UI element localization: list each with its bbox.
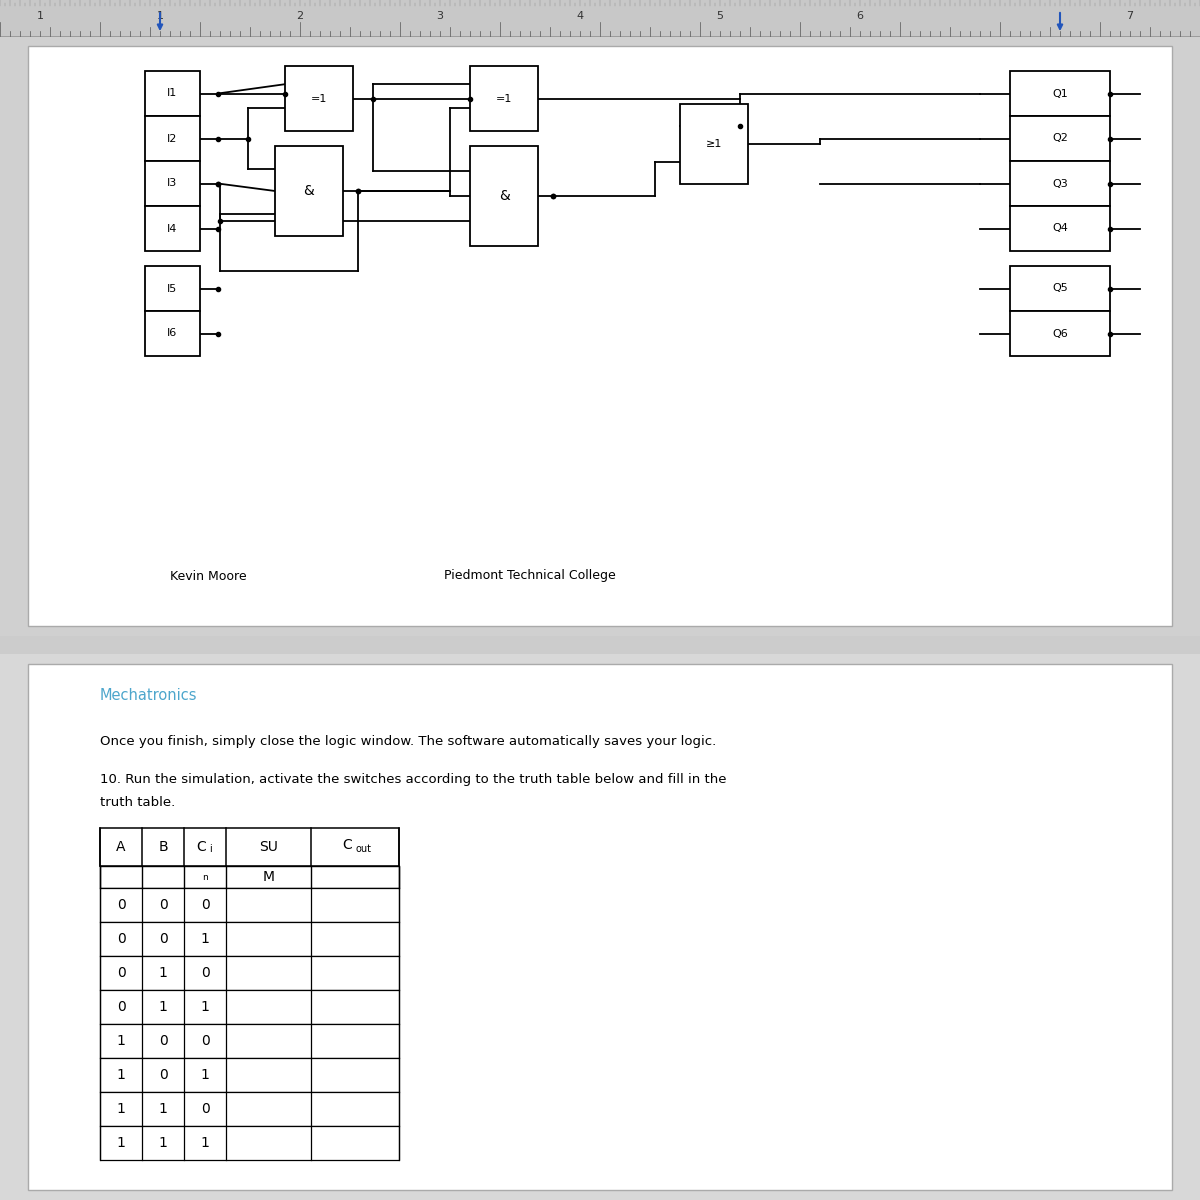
Bar [100, 956, 398, 990]
Bar [100, 1126, 398, 1160]
Bar [286, 66, 353, 131]
Bar [470, 66, 538, 131]
Text: 7: 7 [1127, 11, 1134, 20]
Text: 0: 0 [158, 898, 167, 912]
Text: 1: 1 [200, 1000, 210, 1014]
Text: Q1: Q1 [1052, 89, 1068, 98]
Text: Mechatronics: Mechatronics [100, 688, 198, 702]
Text: I4: I4 [167, 223, 178, 234]
Text: 1: 1 [158, 966, 168, 980]
Text: 1: 1 [36, 11, 43, 20]
Text: 1: 1 [200, 1136, 210, 1150]
Bar [145, 266, 200, 311]
Text: M: M [263, 870, 275, 884]
Text: Q4: Q4 [1052, 223, 1068, 234]
Bar [0, 0, 1200, 36]
Text: 1: 1 [158, 1000, 168, 1014]
Bar [1010, 71, 1110, 116]
Text: Once you finish, simply close the logic window. The software automatically saves: Once you finish, simply close the logic … [100, 736, 716, 749]
Bar [145, 206, 200, 251]
Text: 10. Run the simulation, activate the switches according to the truth table below: 10. Run the simulation, activate the swi… [100, 774, 726, 786]
Text: I3: I3 [167, 179, 178, 188]
Text: Q3: Q3 [1052, 179, 1068, 188]
Text: A: A [116, 840, 126, 854]
Text: 0: 0 [116, 966, 125, 980]
Bar [100, 828, 398, 866]
Bar [100, 1092, 398, 1126]
Bar [680, 104, 748, 184]
Text: Q5: Q5 [1052, 283, 1068, 294]
Text: &: & [499, 188, 509, 203]
Text: 1: 1 [200, 932, 210, 946]
Text: 2: 2 [296, 11, 304, 20]
Bar [145, 71, 200, 116]
Bar [100, 866, 398, 888]
Bar [1010, 116, 1110, 161]
Bar [100, 888, 398, 922]
Text: I5: I5 [167, 283, 178, 294]
Text: 0: 0 [200, 898, 209, 912]
Text: I6: I6 [167, 329, 178, 338]
Text: 1: 1 [158, 1102, 168, 1116]
Bar [470, 146, 538, 246]
Text: 0: 0 [200, 966, 209, 980]
Text: 0: 0 [200, 1102, 209, 1116]
Text: 0: 0 [116, 932, 125, 946]
Bar [1010, 311, 1110, 356]
Text: Kevin Moore: Kevin Moore [170, 570, 247, 582]
Text: &: & [304, 184, 314, 198]
Text: truth table.: truth table. [100, 796, 175, 809]
Text: out: out [355, 844, 371, 854]
Bar [100, 1024, 398, 1058]
Bar [145, 311, 200, 356]
Text: 1: 1 [116, 1068, 126, 1082]
Text: 1: 1 [116, 1136, 126, 1150]
Text: 1: 1 [156, 11, 163, 20]
Text: C: C [342, 838, 352, 852]
Text: =1: =1 [311, 94, 328, 103]
Text: 0: 0 [158, 932, 167, 946]
Text: 1: 1 [200, 1068, 210, 1082]
Text: I2: I2 [167, 133, 178, 144]
Text: 1: 1 [116, 1034, 126, 1048]
Text: 4: 4 [576, 11, 583, 20]
Text: 3: 3 [437, 11, 444, 20]
Bar [275, 146, 343, 236]
Text: ≥1: ≥1 [706, 139, 722, 149]
Text: 0: 0 [116, 898, 125, 912]
Text: 0: 0 [116, 1000, 125, 1014]
Text: I1: I1 [167, 89, 178, 98]
Bar [100, 990, 398, 1024]
Bar [1010, 206, 1110, 251]
Text: Q2: Q2 [1052, 133, 1068, 144]
Bar [145, 116, 200, 161]
Text: C: C [196, 840, 206, 854]
Text: n: n [202, 872, 208, 882]
Text: 1: 1 [116, 1102, 126, 1116]
Text: 0: 0 [200, 1034, 209, 1048]
Text: SU: SU [259, 840, 278, 854]
Text: Q6: Q6 [1052, 329, 1068, 338]
Text: Piedmont Technical College: Piedmont Technical College [444, 570, 616, 582]
Bar [100, 922, 398, 956]
Text: 0: 0 [158, 1034, 167, 1048]
Bar [1010, 266, 1110, 311]
Text: =1: =1 [496, 94, 512, 103]
Bar [145, 161, 200, 206]
Text: 1: 1 [158, 1136, 168, 1150]
Text: 0: 0 [158, 1068, 167, 1082]
Text: i: i [210, 844, 212, 854]
Text: B: B [158, 840, 168, 854]
Bar [1010, 161, 1110, 206]
Bar [100, 1058, 398, 1092]
Text: 5: 5 [716, 11, 724, 20]
Text: 6: 6 [857, 11, 864, 20]
